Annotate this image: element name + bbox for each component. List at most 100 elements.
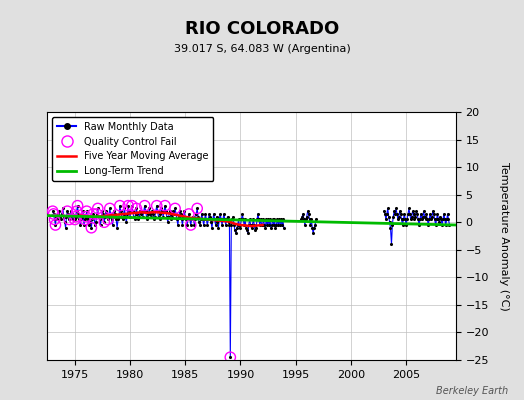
Point: [59, 205, 67, 212]
Point: [148, 208, 156, 214]
Point: [77, 216, 85, 223]
Point: [166, 208, 174, 214]
Point: [62, 214, 71, 220]
Point: [241, 216, 249, 223]
Point: [304, 211, 313, 217]
Point: [248, 222, 257, 228]
Point: [87, 224, 95, 231]
Point: [174, 214, 183, 220]
Point: [177, 211, 185, 217]
Point: [161, 202, 169, 209]
Point: [303, 208, 312, 214]
Point: [223, 214, 232, 220]
Point: [93, 211, 101, 217]
Point: [159, 214, 167, 220]
Point: [167, 216, 176, 223]
Point: [226, 354, 235, 360]
Point: [399, 216, 408, 223]
Point: [138, 208, 146, 214]
Point: [212, 214, 221, 220]
Point: [310, 224, 319, 231]
Point: [441, 216, 449, 223]
Point: [51, 222, 60, 228]
Point: [90, 214, 99, 220]
Point: [226, 354, 235, 360]
Point: [163, 219, 172, 226]
Point: [404, 211, 412, 217]
Point: [269, 222, 278, 228]
Point: [68, 211, 76, 217]
Point: [191, 216, 200, 223]
Point: [54, 211, 62, 217]
Point: [63, 208, 72, 214]
Point: [126, 214, 134, 220]
Point: [123, 211, 132, 217]
Point: [246, 222, 255, 228]
Point: [307, 216, 315, 223]
Point: [200, 222, 208, 228]
Point: [179, 214, 188, 220]
Point: [84, 222, 93, 228]
Point: [94, 214, 103, 220]
Point: [96, 222, 105, 228]
Point: [270, 216, 279, 223]
Point: [116, 202, 124, 209]
Point: [82, 208, 91, 214]
Point: [125, 208, 133, 214]
Point: [278, 222, 286, 228]
Point: [65, 216, 73, 223]
Point: [215, 216, 223, 223]
Point: [443, 216, 451, 223]
Legend: Raw Monthly Data, Quality Control Fail, Five Year Moving Average, Long-Term Tren: Raw Monthly Data, Quality Control Fail, …: [52, 117, 213, 181]
Point: [78, 214, 86, 220]
Point: [397, 216, 406, 223]
Point: [170, 211, 178, 217]
Point: [428, 214, 436, 220]
Point: [187, 222, 195, 228]
Point: [253, 216, 261, 223]
Point: [70, 214, 78, 220]
Point: [184, 211, 193, 217]
Point: [184, 211, 193, 217]
Point: [196, 222, 204, 228]
Point: [154, 214, 162, 220]
Point: [124, 202, 133, 209]
Point: [160, 208, 168, 214]
Point: [173, 222, 182, 228]
Point: [402, 222, 410, 228]
Point: [227, 222, 235, 228]
Point: [394, 216, 402, 223]
Point: [300, 216, 308, 223]
Point: [396, 208, 404, 214]
Point: [151, 214, 159, 220]
Point: [213, 219, 222, 226]
Point: [189, 214, 197, 220]
Point: [245, 222, 253, 228]
Point: [97, 214, 106, 220]
Point: [250, 222, 258, 228]
Point: [181, 214, 190, 220]
Point: [133, 211, 141, 217]
Point: [190, 222, 199, 228]
Point: [409, 211, 418, 217]
Point: [57, 216, 65, 223]
Point: [196, 216, 205, 223]
Point: [414, 216, 422, 223]
Point: [86, 219, 95, 226]
Point: [101, 214, 110, 220]
Point: [53, 216, 61, 223]
Point: [424, 222, 432, 228]
Point: [427, 216, 435, 223]
Point: [152, 202, 161, 209]
Point: [243, 227, 251, 234]
Point: [381, 211, 389, 217]
Point: [107, 216, 116, 223]
Point: [193, 205, 201, 212]
Point: [230, 222, 238, 228]
Point: [259, 216, 268, 223]
Point: [442, 222, 450, 228]
Point: [418, 216, 426, 223]
Point: [56, 214, 64, 220]
Point: [255, 216, 263, 223]
Point: [116, 202, 124, 209]
